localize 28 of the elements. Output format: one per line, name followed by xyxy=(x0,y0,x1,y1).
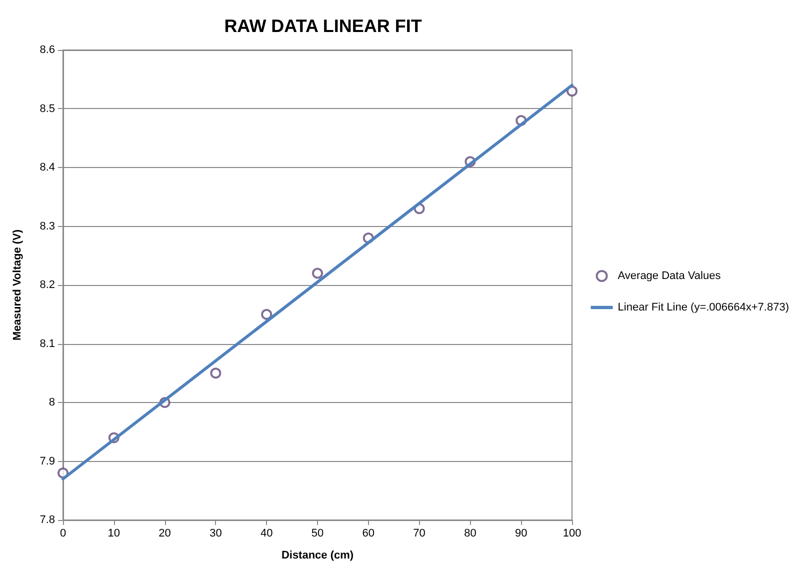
x-tick-label: 100 xyxy=(562,528,582,540)
y-axis-title: Measured Voltage (V) xyxy=(12,229,24,341)
y-tick-label: 8.1 xyxy=(40,338,55,350)
point xyxy=(312,268,323,279)
x-tick-label: 90 xyxy=(514,528,528,540)
legend-label: Average Data Values xyxy=(618,270,722,282)
x-axis-title: Distance (cm) xyxy=(281,550,354,562)
x-tick-label: 60 xyxy=(362,528,375,540)
x-tick-label: 40 xyxy=(260,528,273,540)
y-tick-label: 8 xyxy=(48,396,55,408)
x-tick-label: 20 xyxy=(158,528,171,540)
y-tick-label: 8.6 xyxy=(40,44,55,56)
y-tick-label: 8.2 xyxy=(40,279,55,291)
x-tick-label: 80 xyxy=(464,528,476,540)
y-tick-label: 8.4 xyxy=(40,162,55,174)
y-tick-label: 8.3 xyxy=(40,220,55,232)
y-tick-label: 8.5 xyxy=(40,102,55,115)
point xyxy=(210,368,222,379)
x-tick-label: 10 xyxy=(108,528,120,540)
x-tick-label: 70 xyxy=(413,528,426,540)
x-tick-label: 50 xyxy=(311,528,324,540)
chart-title: RAW DATA LINEAR FIT xyxy=(224,16,422,36)
x-tick-label: 30 xyxy=(210,528,222,540)
y-tick-label: 7.9 xyxy=(40,455,55,468)
y-tick-label: 7.8 xyxy=(40,514,55,526)
legend-label: Linear Fit Line (y=.006664x+7.873) xyxy=(618,302,790,314)
point xyxy=(261,308,272,320)
x-tick-label: 0 xyxy=(60,528,66,540)
